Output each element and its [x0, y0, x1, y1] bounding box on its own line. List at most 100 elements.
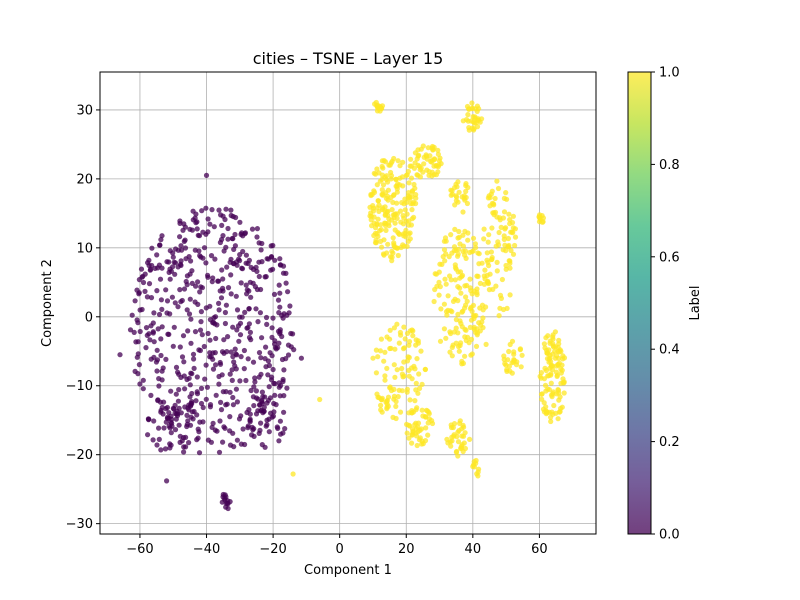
- scatter-point: [216, 307, 222, 313]
- scatter-point: [406, 367, 412, 373]
- scatter-point: [208, 253, 215, 259]
- scatter-point: [168, 442, 174, 448]
- scatter-point: [470, 463, 476, 470]
- scatter-point: [556, 349, 562, 355]
- scatter-point: [541, 409, 548, 415]
- scatter-point: [379, 172, 386, 178]
- scatter-point: [403, 227, 409, 233]
- scatter-point: [216, 300, 222, 306]
- scatter-point: [456, 228, 462, 235]
- x-axis: −60 −40 −20 0 20 40 60: [126, 534, 548, 557]
- scatter-point: [501, 233, 507, 239]
- scatter-point: [277, 262, 283, 268]
- scatter-point: [542, 382, 549, 388]
- scatter-point: [192, 299, 198, 305]
- scatter-point: [217, 239, 223, 246]
- scatter-point: [167, 276, 173, 282]
- scatter-point: [378, 105, 384, 111]
- scatter-point: [552, 348, 558, 354]
- scatter-point: [250, 280, 256, 286]
- scatter-point: [264, 321, 270, 327]
- scatter-point: [288, 330, 294, 337]
- scatter-point: [488, 249, 494, 255]
- scatter-point: [175, 398, 181, 404]
- scatter-point: [414, 356, 420, 362]
- scatter-point: [232, 243, 238, 249]
- scatter-point: [261, 404, 267, 410]
- colorbar-label: Label: [688, 285, 703, 320]
- scatter-point: [460, 118, 466, 124]
- scatter-point: [199, 285, 205, 291]
- scatter-point: [220, 439, 226, 445]
- scatter-point: [399, 200, 405, 206]
- scatter-point: [177, 433, 183, 439]
- scatter-point: [164, 404, 170, 411]
- scatter-point: [380, 191, 386, 197]
- scatter-point: [465, 230, 471, 236]
- scatter-point: [392, 227, 398, 233]
- scatter-point: [379, 163, 385, 170]
- scatter-point: [197, 347, 203, 354]
- scatter-point: [189, 390, 195, 397]
- scatter-point: [159, 306, 165, 312]
- scatter-point: [184, 273, 190, 279]
- scatter-point: [558, 366, 564, 372]
- scatter-point: [435, 147, 441, 153]
- scatter-point: [456, 234, 462, 240]
- scatter-point: [466, 127, 472, 133]
- scatter-point: [496, 229, 502, 236]
- scatter-point: [199, 332, 205, 338]
- scatter-point: [154, 347, 160, 353]
- scatter-point: [442, 258, 448, 264]
- scatter-point: [409, 207, 415, 213]
- scatter-point: [473, 343, 480, 349]
- scatter-point: [413, 426, 419, 432]
- scatter-point: [234, 327, 240, 333]
- scatter-point: [469, 351, 475, 357]
- scatter-point: [248, 294, 254, 300]
- scatter-point: [380, 182, 387, 188]
- scatter-point: [230, 394, 236, 401]
- scatter-point: [192, 215, 198, 221]
- scatter-point: [414, 442, 420, 449]
- scatter-point: [552, 329, 559, 335]
- scatter-point: [159, 233, 165, 239]
- scatter-point: [546, 373, 552, 379]
- scatter-point: [537, 214, 543, 220]
- scatter-point: [555, 416, 561, 422]
- scatter-point: [374, 182, 380, 188]
- scatter-point: [147, 337, 153, 343]
- scatter-point: [405, 168, 411, 175]
- scatter-point: [240, 426, 246, 432]
- scatter-point: [298, 355, 304, 361]
- scatter-point: [129, 312, 135, 318]
- scatter-point: [454, 194, 460, 200]
- scatter-point: [192, 329, 199, 335]
- scatter-point: [235, 323, 242, 329]
- scatter-point: [198, 400, 205, 407]
- scatter-point: [548, 380, 554, 386]
- scatter-point: [500, 215, 506, 221]
- scatter-point: [183, 434, 189, 440]
- scatter-point: [269, 353, 275, 359]
- scatter-point: [485, 278, 491, 284]
- scatter-point: [219, 349, 226, 355]
- scatter-point: [441, 247, 448, 253]
- scatter-point: [541, 400, 547, 406]
- scatter-point: [222, 216, 228, 223]
- scatter-point: [413, 195, 419, 201]
- scatter-point: [403, 218, 409, 224]
- scatter-point: [283, 280, 289, 286]
- scatter-point: [474, 330, 480, 336]
- scatter-point: [374, 166, 380, 172]
- scatter-point: [159, 324, 165, 330]
- scatter-point: [227, 428, 233, 434]
- scatter-point: [281, 311, 287, 317]
- scatter-point: [155, 397, 161, 403]
- scatter-point: [180, 333, 187, 339]
- scatter-point: [378, 222, 384, 228]
- scatter-point: [409, 376, 415, 382]
- scatter-point: [259, 335, 265, 341]
- scatter-point: [202, 376, 208, 382]
- scatter-point: [220, 491, 226, 498]
